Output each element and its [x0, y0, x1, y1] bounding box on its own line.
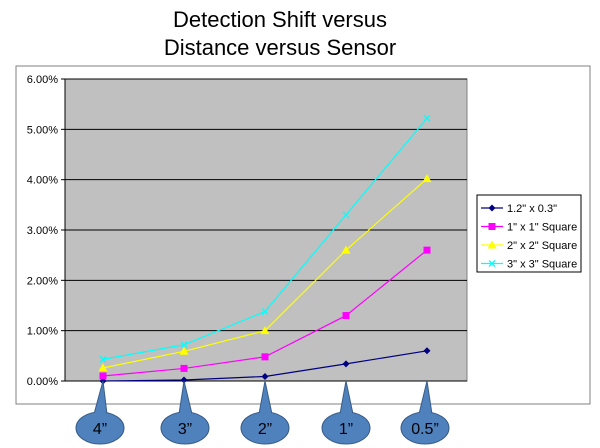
diamond-marker	[423, 347, 431, 355]
x-tick-label: 3”	[178, 421, 192, 438]
legend: 1.2" x 0.3" 1" x 1" Square 2" x 2" Square 3…	[476, 194, 582, 273]
square-marker	[180, 364, 188, 372]
category-callout: 3”	[160, 380, 210, 445]
y-tick-label: 3.00%	[27, 225, 58, 237]
category-callout: 1”	[321, 380, 371, 445]
legend-label: 2" x 2" Square	[507, 240, 577, 252]
y-tick-label: 1.00%	[27, 326, 58, 338]
y-tick-label: 5.00%	[27, 124, 58, 136]
diamond-marker	[180, 376, 188, 384]
y-tick-label: 4.00%	[27, 175, 58, 187]
series-2	[99, 246, 431, 380]
triangle-marker	[341, 245, 351, 254]
diamond-marker	[488, 204, 496, 212]
diamond-marker	[342, 360, 350, 368]
x-marker	[488, 260, 496, 267]
x-tick-label: 0.5”	[411, 421, 439, 438]
x-marker	[423, 114, 431, 122]
legend-label: 3" x 3" Square	[507, 259, 577, 271]
chart-title-line-2: Distance versus Sensor	[163, 35, 397, 60]
diamond-marker	[261, 372, 269, 380]
square-marker	[488, 223, 496, 230]
square-marker	[261, 353, 269, 361]
x-tick-label: 1”	[339, 421, 353, 438]
square-marker	[99, 372, 107, 380]
legend-label: 1.2" x 0.3"	[507, 203, 557, 215]
triangle-marker	[260, 326, 270, 335]
series-3	[98, 174, 432, 372]
x-tick-label: 4”	[93, 421, 107, 438]
x-marker	[99, 355, 107, 363]
triangle-marker	[179, 346, 189, 355]
chart-title-line-1: Detection Shift versus	[173, 7, 387, 32]
square-marker	[342, 312, 350, 320]
y-tick-label: 0.00%	[27, 376, 58, 388]
y-tick-label: 6.00%	[27, 74, 58, 86]
category-callout: 4”	[75, 380, 125, 445]
category-callout: 0.5”	[400, 380, 450, 445]
x-marker	[180, 341, 188, 349]
square-marker	[423, 246, 431, 254]
series-4	[99, 114, 431, 363]
x-marker	[261, 308, 269, 315]
series-1	[99, 347, 431, 385]
triangle-marker	[98, 363, 108, 372]
triangle-marker	[422, 174, 432, 183]
triangle-marker	[487, 240, 497, 249]
chart-title: Detection Shift versus Distance versus S…	[0, 6, 560, 62]
x-marker	[342, 211, 350, 219]
y-tick-label: 2.00%	[27, 275, 58, 287]
x-tick-label: 2”	[258, 421, 272, 438]
category-callout: 2”	[240, 380, 290, 445]
legend-label: 1" x 1" Square	[507, 222, 577, 234]
